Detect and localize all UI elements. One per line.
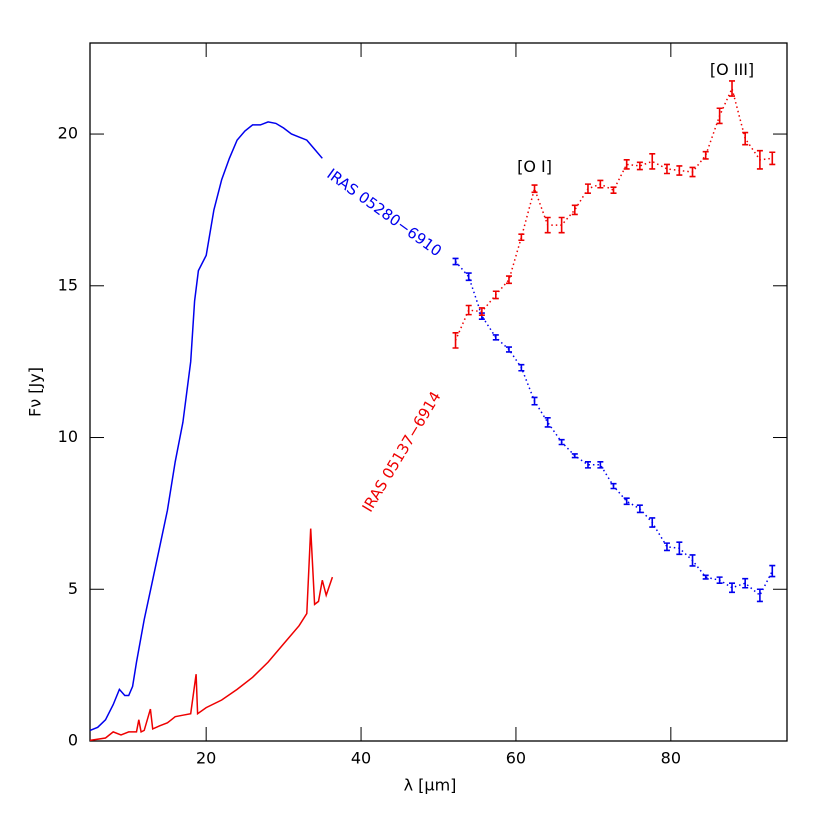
y-tick-label: 20 [58,124,78,143]
error-bar [505,275,512,285]
annotation: [O I] [517,157,552,176]
error-bar [676,541,683,556]
series-label: IRAS 05137−6914 [359,388,445,515]
error-bar [649,152,656,170]
error-bar [465,304,472,316]
error-bar [584,461,591,469]
error-bar [531,184,538,194]
error-bar [769,564,776,578]
y-tick-label: 10 [58,427,78,446]
error-bar [756,149,763,170]
error-bar [756,588,763,603]
error-bar [663,163,670,175]
error-bar [649,517,656,528]
error-bar [465,272,472,282]
y-tick-label: 5 [68,579,78,598]
error-bar [610,186,617,195]
error-bar [544,216,551,234]
error-bar [716,107,723,125]
error-bar [689,166,696,178]
spectrum-line [89,528,334,742]
x-tick-label: 60 [506,749,526,768]
error-bar [597,179,604,189]
x-tick-label: 40 [351,749,371,768]
error-bar [518,363,525,372]
error-bar [742,131,749,146]
error-bar [518,233,525,242]
error-bar [492,334,499,341]
error-bar [716,576,723,584]
error-bar [663,542,670,552]
error-bar [571,204,578,216]
plot-frame [89,42,788,742]
error-bar [452,332,459,349]
y-tick-label: 15 [58,275,78,294]
error-bar [478,307,485,317]
error-bar [689,554,696,567]
photometry-line [454,261,773,597]
error-bar [729,582,736,594]
error-bar [769,151,776,166]
x-tick-label: 80 [661,749,681,768]
error-bar [505,346,512,353]
error-bar [584,183,591,195]
error-bar [742,577,749,589]
series-label: IRAS 05280−6910 [323,165,445,260]
error-bar [623,159,630,170]
y-tick-label: 0 [68,731,78,750]
error-bar [623,497,630,506]
error-bar [702,150,709,160]
spectrum-line [89,121,323,732]
error-bar [636,161,643,171]
error-bar [676,165,683,176]
error-bar [571,453,578,459]
error-bar [702,574,709,580]
photometry-line [454,86,773,341]
x-tick-label: 20 [196,749,216,768]
error-bar [729,80,736,97]
error-bar [597,461,604,469]
y-axis-label: Fν [Jy] [26,367,45,417]
error-bar [558,216,565,234]
error-bar [610,482,617,490]
error-bar [544,416,551,428]
error-bar [636,504,643,514]
error-bar [492,290,499,300]
error-bar [558,438,565,446]
x-axis-label: λ [μm] [404,776,457,795]
error-bar [452,257,459,266]
error-bar [531,396,538,406]
annotation: [O III] [710,60,754,79]
